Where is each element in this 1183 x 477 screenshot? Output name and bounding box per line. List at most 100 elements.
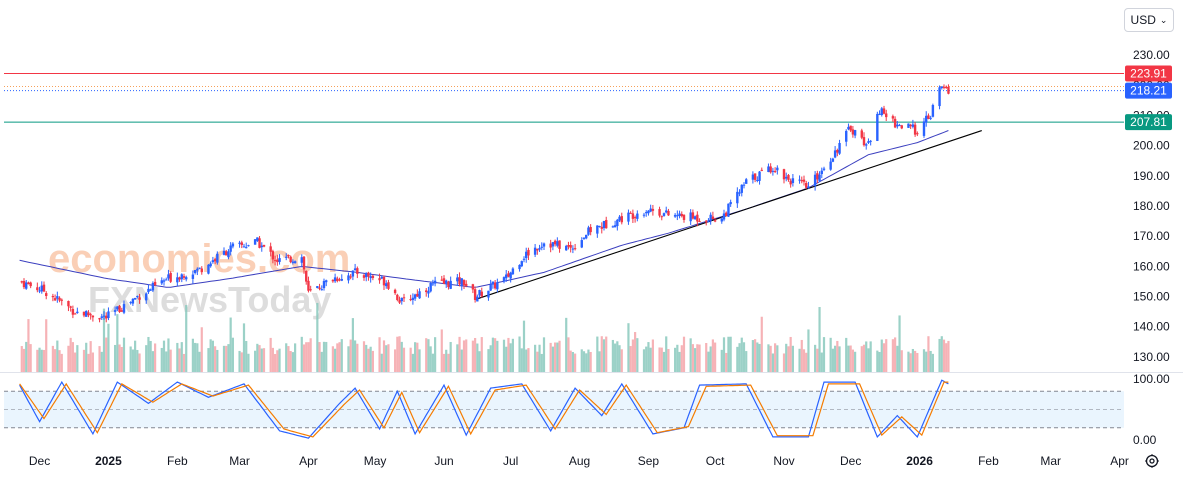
candle-body: [751, 174, 755, 180]
volume-bar: [814, 344, 817, 372]
time-tick-label: Oct: [706, 454, 725, 468]
volume-bar: [534, 344, 537, 372]
candle-body: [353, 268, 357, 270]
candle-body: [789, 180, 792, 185]
volume-bar: [262, 348, 266, 372]
volume-bar: [129, 346, 132, 372]
candle-body: [367, 272, 370, 277]
candle-body: [862, 137, 866, 146]
volume-bar: [147, 336, 150, 372]
horizontal-levels: [4, 72, 1124, 123]
volume-bar: [134, 340, 137, 372]
candle-body: [525, 251, 528, 259]
candle-body: [302, 256, 306, 270]
volume-bar: [429, 346, 432, 372]
candle-body: [678, 213, 681, 216]
stochastic-line-2: [19, 381, 949, 438]
candle-body: [449, 280, 452, 289]
candle-body: [153, 281, 157, 286]
candle-body: [493, 282, 497, 289]
volume-bar: [480, 337, 483, 372]
candle-body: [258, 238, 261, 248]
volume-bar: [285, 343, 288, 372]
volume-bar: [440, 329, 443, 372]
candle-body: [151, 283, 155, 291]
candle-body: [642, 214, 646, 216]
candle-body: [571, 248, 575, 250]
volume-bar: [785, 343, 788, 372]
volume-bar: [487, 349, 490, 372]
candle-body: [633, 217, 637, 219]
candle-body: [409, 299, 412, 301]
candle-body: [36, 287, 39, 291]
volume-bar: [22, 348, 26, 372]
candle-body: [27, 282, 30, 285]
candle-body: [540, 246, 543, 248]
candle-body: [73, 313, 77, 315]
volume-bar: [56, 340, 59, 372]
candle-body: [320, 289, 323, 291]
candle-body: [509, 272, 512, 279]
watermark: economies.com FXNewsToday: [48, 237, 350, 320]
volume-bar: [351, 318, 354, 372]
candle-body: [589, 227, 592, 233]
candle-body: [511, 268, 515, 275]
volume-bar: [456, 344, 459, 372]
volume-bar: [662, 351, 666, 372]
candle-body: [182, 276, 186, 278]
candle-body: [800, 180, 803, 182]
candle-body: [773, 170, 777, 172]
candle-body: [558, 240, 561, 249]
volume-bar: [558, 340, 561, 372]
volume-bar: [42, 349, 46, 372]
volume-bar: [489, 345, 492, 372]
candle-body: [945, 86, 948, 88]
volume-bar: [242, 323, 246, 372]
candle-body: [309, 289, 312, 291]
candle-body: [769, 166, 772, 173]
candle-body: [56, 296, 59, 299]
price-tick-label: 200.00: [1133, 139, 1170, 153]
candle-body: [658, 209, 661, 216]
candle-body: [340, 278, 343, 281]
candle-body: [898, 125, 901, 127]
time-tick-label: 2025: [95, 454, 122, 468]
candle-body: [216, 253, 219, 263]
volume-bar: [100, 351, 103, 372]
candle-body: [722, 213, 726, 220]
candle-body: [925, 115, 928, 123]
volume-bar: [502, 339, 506, 372]
time-axis[interactable]: Dec 2025 Feb Mar Apr May Jun Jul Aug Sep Oct Nov Dec…: [29, 454, 1129, 468]
watermark-economies: economies.com: [48, 237, 350, 281]
candle-body: [587, 227, 590, 235]
candle-body: [211, 260, 215, 263]
time-tick-label: Mar: [1040, 454, 1061, 468]
candle-body: [542, 243, 546, 247]
candle-body: [402, 297, 406, 299]
candle-body: [487, 290, 490, 298]
volume-bar: [509, 343, 512, 372]
candle-body: [931, 105, 935, 117]
candle-body: [362, 275, 366, 278]
candle-body: [753, 173, 757, 180]
volume-bar: [214, 346, 217, 372]
currency-selector[interactable]: USD ⌄: [1124, 8, 1174, 32]
settings-button[interactable]: [1142, 451, 1162, 471]
volume-bar: [709, 346, 712, 372]
volume-bar: [160, 347, 163, 372]
watermark-fxnewstoday: FXNewsToday: [88, 279, 331, 320]
volume-bar: [394, 349, 397, 372]
volume-bar: [427, 339, 430, 372]
candle-body: [849, 125, 852, 131]
volume-bar: [660, 347, 663, 372]
candle-body: [51, 295, 55, 298]
volume-bar: [320, 351, 323, 372]
volume-bar: [571, 352, 574, 372]
volume-bar: [616, 341, 619, 372]
candle-body: [102, 315, 106, 317]
volume-bar: [442, 353, 446, 372]
candle-body: [582, 237, 586, 239]
volume-bar: [402, 347, 406, 372]
candle-body: [22, 280, 26, 288]
